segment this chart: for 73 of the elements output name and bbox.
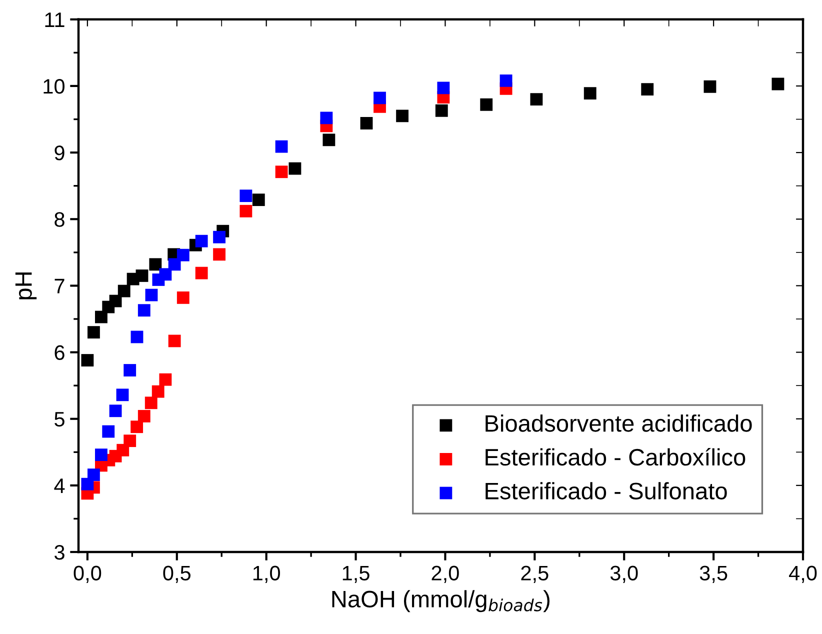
point [144,396,158,410]
x-tick-label: 2,0 [432,566,459,583]
x-tick-label: 1,5 [342,566,370,583]
y-tick-label: 11 [45,12,64,27]
point [195,234,208,248]
point [138,410,150,422]
point [149,258,162,271]
y-axis-title: pH [15,272,37,300]
x-tick-label: 2,5 [521,566,548,583]
point [195,266,208,280]
y-tick-label: 10 [44,78,64,94]
x-tick-label: 0,5 [163,566,190,583]
point [396,110,408,122]
point [320,112,333,124]
point [772,78,784,90]
point [95,448,108,462]
point [124,434,136,448]
x-tick-label: 0,0 [74,566,102,583]
point [87,326,100,339]
point [102,425,115,438]
point [130,420,144,434]
point [435,104,448,117]
point [109,404,122,418]
point [240,204,252,218]
point [168,258,181,271]
x-axis-title: NaOH (mmol/g$_{bioads}$) [332,590,550,612]
point [480,98,493,111]
point [159,268,172,281]
y-tick-label: 4 [54,478,65,493]
point [275,140,288,153]
x-tick-label: 4,0 [789,566,817,583]
x-tick-label: 3,0 [610,566,638,583]
point [213,248,226,261]
point [275,166,288,178]
point [130,330,144,344]
y-tick-label: 7 [54,278,64,294]
point [437,82,450,94]
point [584,87,596,100]
point [240,190,252,202]
point [136,270,148,282]
legend-label: Esterificado - Sulfonato [486,482,727,500]
y-tick-label: 5 [54,412,64,427]
point [81,354,94,366]
point [322,134,336,146]
point [159,373,172,386]
point [152,385,164,398]
point [138,304,150,317]
y-tick-label: 9 [54,146,64,160]
point [641,83,654,96]
point [530,93,543,106]
x-tick-label: 1,0 [253,566,280,583]
point [145,288,158,302]
y-tick-label: 3 [54,545,64,560]
legend-label: Esterificado - Carboxílico [486,448,746,466]
point [176,291,190,304]
y-tick-label: 6 [54,345,64,360]
point [374,92,386,104]
point [124,364,136,376]
point [176,248,190,262]
point [500,74,512,87]
legend-label: Bioadsorvente acidificado [486,414,752,432]
point [704,80,716,93]
point [95,310,108,324]
point [118,284,130,298]
point [168,334,181,348]
point [116,388,129,402]
point [213,230,226,244]
x-tick-label: 3,5 [700,566,728,583]
point [252,194,265,206]
point [360,117,373,130]
y-tick-label: 8 [54,212,64,227]
point [288,162,302,175]
point [87,468,100,481]
